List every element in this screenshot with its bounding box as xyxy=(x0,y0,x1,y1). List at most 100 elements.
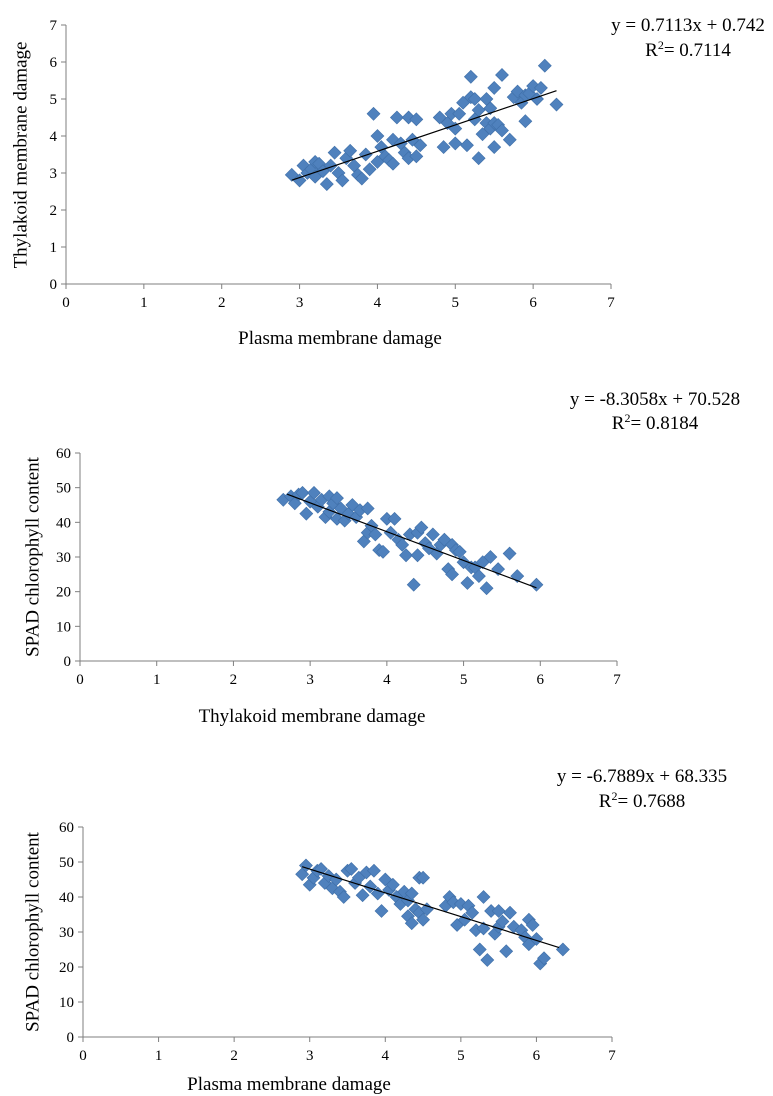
plot-area: 0 10 20 30 40 50 60 0 1 2 3 4 5 6 7 xyxy=(59,820,616,1064)
x-tick-label: 1 xyxy=(155,1048,163,1064)
data-point xyxy=(336,890,351,904)
trendline xyxy=(291,90,557,181)
y-tick-label: 30 xyxy=(59,925,74,941)
r-squared-label: R2= 0.7114 xyxy=(645,38,731,61)
data-point xyxy=(374,904,389,918)
r-squared-label: R2= 0.7688 xyxy=(599,789,685,812)
data-point xyxy=(463,69,478,84)
data-point xyxy=(445,567,459,582)
data-point xyxy=(502,546,517,561)
y-tick-label: 1 xyxy=(50,240,58,256)
data-point xyxy=(487,140,502,155)
x-axis-title: Plasma membrane damage xyxy=(187,1074,391,1095)
data-point xyxy=(502,132,517,147)
x-axis-tick-labels: 0 1 2 3 4 5 6 7 xyxy=(76,672,621,688)
plot-area: 0 1 2 3 4 5 6 7 0 1 2 3 4 5 6 7 xyxy=(50,18,616,311)
x-axis-title: Plasma membrane damage xyxy=(238,328,442,349)
y-tick-label: 60 xyxy=(59,820,74,836)
data-point xyxy=(425,527,440,542)
y-axis-ticks xyxy=(78,826,83,1038)
data-point xyxy=(387,511,402,526)
data-points xyxy=(276,485,544,596)
data-point xyxy=(343,143,358,158)
x-tick-label: 3 xyxy=(296,295,304,311)
data-point xyxy=(366,106,381,121)
data-point xyxy=(335,173,350,188)
x-tick-label: 0 xyxy=(62,295,70,311)
data-point xyxy=(495,123,509,138)
y-axis-tick-labels: 0 10 20 30 40 50 60 xyxy=(59,820,74,1046)
data-point xyxy=(416,912,430,927)
y-axis-tick-labels: 0 10 20 30 40 50 60 xyxy=(56,446,71,670)
data-point xyxy=(354,171,369,186)
data-point xyxy=(414,520,429,535)
data-point xyxy=(471,151,486,166)
data-point xyxy=(368,527,383,542)
scatter-chart-spad-vs-thylakoid: 0 10 20 30 40 50 60 0 1 2 3 4 5 6 7 Thylakoid membran… xyxy=(22,389,740,727)
data-point xyxy=(389,110,404,125)
x-tick-label: 4 xyxy=(382,1048,390,1064)
x-axis-tick-labels: 0 1 2 3 4 5 6 7 xyxy=(62,295,615,311)
scatter-chart-thylakoid-vs-plasma: 0 1 2 3 4 5 6 7 0 1 2 3 4 5 6 7 Plasma membrane damage… xyxy=(10,15,765,349)
y-axis-ticks xyxy=(61,24,66,285)
data-point xyxy=(529,577,544,592)
data-point xyxy=(487,80,502,95)
data-point xyxy=(467,92,482,106)
y-tick-label: 0 xyxy=(50,277,58,293)
x-axis-ticks xyxy=(65,284,612,289)
y-axis-title: Thylakoid membrane damage xyxy=(10,42,31,269)
data-point xyxy=(549,97,564,112)
regression-equation: y = -6.7889x + 68.335 xyxy=(557,766,727,787)
x-tick-label: 6 xyxy=(537,672,545,688)
data-point xyxy=(472,942,487,957)
data-point xyxy=(404,886,419,901)
data-point xyxy=(416,870,430,885)
data-point xyxy=(404,916,419,931)
x-tick-label: 7 xyxy=(608,1048,616,1064)
regression-equation: y = -8.3058x + 70.528 xyxy=(570,389,740,410)
x-tick-label: 2 xyxy=(230,1048,238,1064)
y-tick-label: 10 xyxy=(56,619,71,635)
data-point xyxy=(299,506,314,521)
data-point xyxy=(555,942,570,957)
data-point xyxy=(292,173,307,188)
r-squared-superscript: 2 xyxy=(611,789,617,803)
data-point xyxy=(525,918,540,932)
data-point xyxy=(529,932,544,946)
data-point xyxy=(491,904,506,918)
data-point xyxy=(476,890,491,904)
data-point xyxy=(460,138,474,153)
r-squared-symbol: R xyxy=(645,40,658,61)
x-tick-label: 1 xyxy=(140,295,148,311)
x-axis-ticks xyxy=(82,1037,613,1042)
y-tick-label: 4 xyxy=(50,129,58,145)
y-tick-label: 20 xyxy=(56,585,71,601)
y-tick-label: 50 xyxy=(56,481,71,497)
x-axis-tick-labels: 0 1 2 3 4 5 6 7 xyxy=(79,1048,616,1064)
y-axis-title: SPAD chlorophyll content xyxy=(22,831,43,1032)
y-tick-label: 60 xyxy=(56,446,71,462)
x-tick-label: 5 xyxy=(457,1048,465,1064)
data-point xyxy=(452,106,467,121)
y-axis-ticks xyxy=(75,452,80,662)
r-squared-superscript: 2 xyxy=(624,411,630,425)
y-tick-label: 0 xyxy=(67,1030,75,1046)
x-tick-label: 7 xyxy=(607,295,615,311)
data-point xyxy=(471,569,486,583)
data-point xyxy=(362,162,377,177)
r-squared-symbol: R xyxy=(599,791,612,812)
r-squared-symbol: R xyxy=(612,413,625,434)
data-point xyxy=(344,862,359,876)
x-tick-label: 6 xyxy=(529,295,537,311)
data-point xyxy=(386,156,400,171)
data-point xyxy=(448,136,463,151)
data-point xyxy=(495,914,510,929)
data-point xyxy=(406,577,421,592)
y-tick-label: 30 xyxy=(56,550,71,566)
data-point xyxy=(518,114,533,129)
data-point xyxy=(330,491,344,505)
trendline xyxy=(301,866,560,949)
data-points xyxy=(284,58,564,192)
plot-area: 0 10 20 30 40 50 60 0 1 2 3 4 5 6 7 xyxy=(56,446,621,688)
